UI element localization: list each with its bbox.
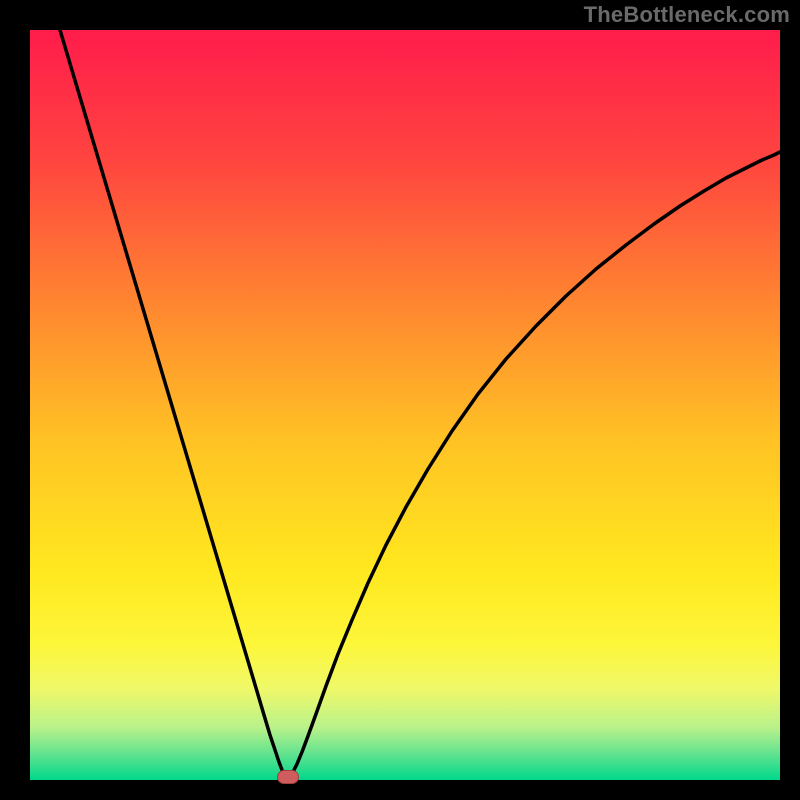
plot-area xyxy=(30,30,780,780)
chart-frame: TheBottleneck.com xyxy=(0,0,800,800)
optimum-marker xyxy=(277,770,299,784)
watermark-label: TheBottleneck.com xyxy=(584,2,790,28)
bottleneck-curve xyxy=(30,30,780,780)
curve-polyline xyxy=(60,30,780,777)
